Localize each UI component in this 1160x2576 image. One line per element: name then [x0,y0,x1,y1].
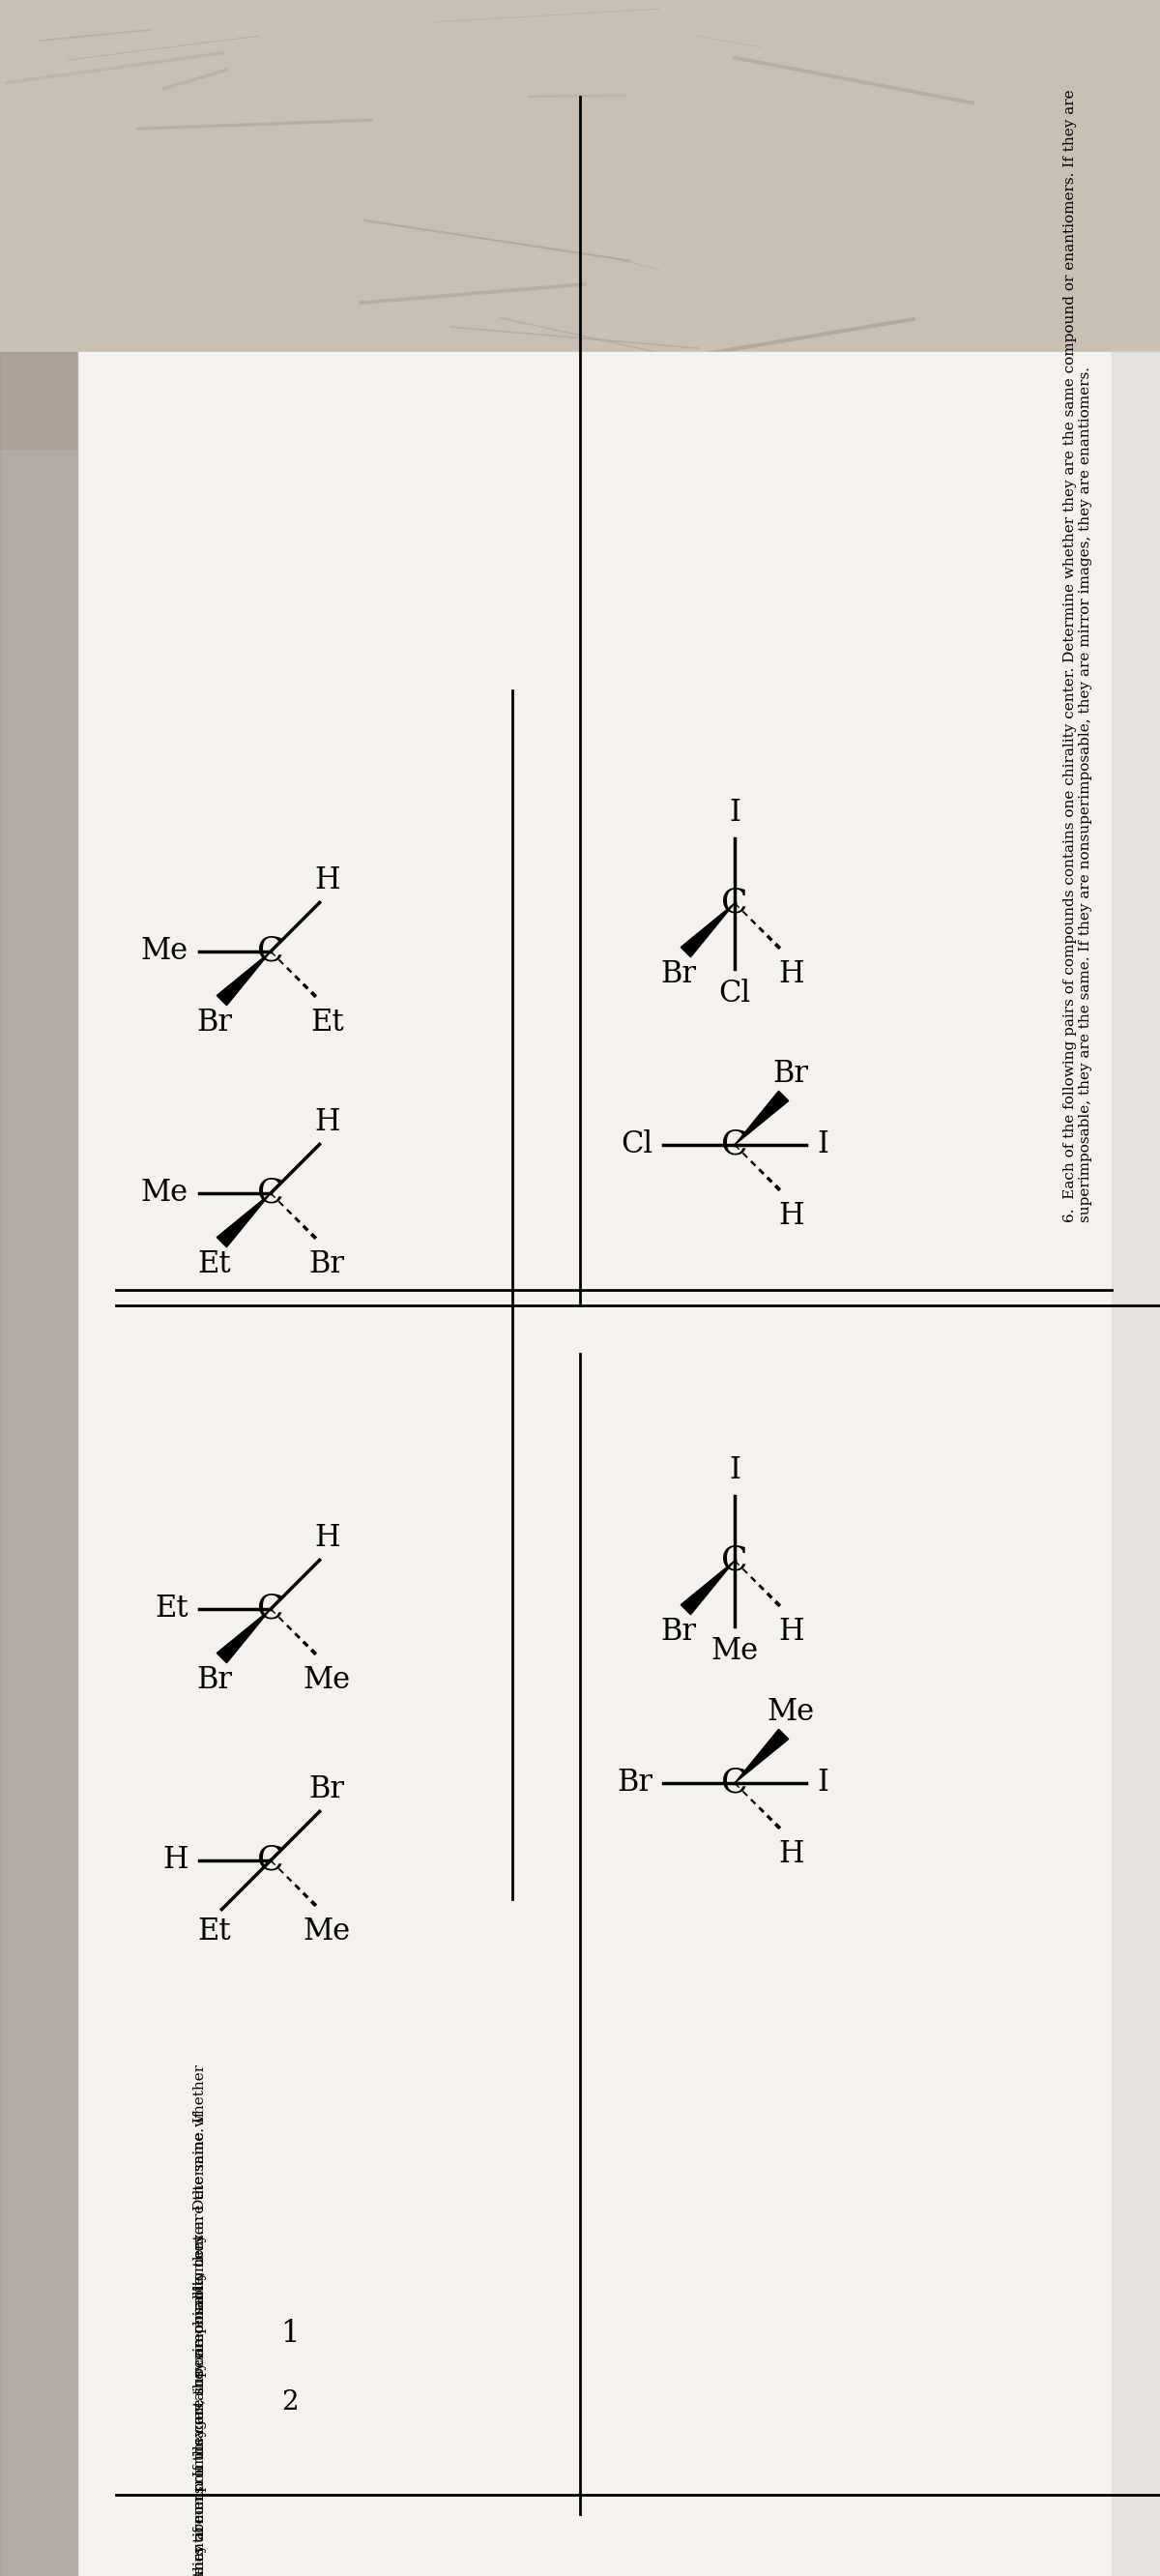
Text: H: H [778,1618,804,1646]
Text: Br: Br [196,1664,232,1695]
Text: 1: 1 [281,2318,299,2349]
Text: Et: Et [310,1007,343,1038]
Text: Cl: Cl [621,1131,652,1159]
Text: 6.  Each of the following pairs of compounds contains one chirality center. Dete: 6. Each of the following pairs of compou… [194,2063,206,2576]
Text: H: H [778,1839,804,1870]
Text: Me: Me [303,1664,350,1695]
Text: Cl: Cl [719,979,751,1010]
Text: I: I [817,1767,828,1798]
Text: Br: Br [773,1059,809,1090]
Polygon shape [734,1728,789,1783]
Text: Br: Br [617,1767,652,1798]
Text: C: C [258,1177,284,1211]
Text: H: H [778,958,804,989]
Text: Me: Me [767,1698,814,1726]
Text: Et: Et [197,1249,231,1280]
Polygon shape [78,353,1160,2576]
Text: Me: Me [142,938,188,966]
Polygon shape [217,1193,270,1247]
Text: C: C [258,935,284,969]
Text: Br: Br [660,1618,696,1646]
Text: Et: Et [197,1917,231,1947]
Polygon shape [681,1561,734,1615]
Polygon shape [734,1092,789,1144]
Text: I: I [817,1131,828,1159]
Text: C: C [258,1844,284,1878]
Text: Et: Et [155,1595,188,1623]
Text: 2: 2 [282,2388,298,2416]
Polygon shape [217,1610,270,1664]
Text: Br: Br [309,1775,345,1803]
Bar [0,0,1160,448]
Text: I: I [728,799,740,827]
Text: C: C [722,1767,748,1801]
Text: C: C [722,1543,748,1577]
Text: 6.  Each of the following pairs of compounds contains one chirality center. Dete: 6. Each of the following pairs of compou… [1064,90,1093,1221]
Bar [1111,353,1160,2576]
Text: Br: Br [660,958,696,989]
Text: Me: Me [711,1636,759,1667]
Text: Br: Br [196,1007,232,1038]
Text: they are the same compound or enantiomers. If they are superimposable, they are : they are the same compound or enantiomer… [194,2112,206,2576]
Bar [0,353,78,2576]
Text: H: H [778,1200,804,1231]
Polygon shape [681,904,734,958]
Text: H: H [314,1108,340,1136]
Polygon shape [217,951,270,1005]
Text: C: C [258,1592,284,1625]
Text: H: H [314,1522,340,1553]
Text: they are nonsuperimposable, they are mirror images, they are enantiomers.: they are nonsuperimposable, they are mir… [194,2231,206,2576]
Text: C: C [722,886,748,920]
Text: I: I [728,1455,740,1484]
Text: H: H [314,866,340,894]
Text: Br: Br [309,1249,345,1280]
Text: C: C [722,1128,748,1162]
Text: H: H [162,1844,188,1875]
Text: Me: Me [303,1917,350,1947]
Text: Me: Me [142,1177,188,1208]
